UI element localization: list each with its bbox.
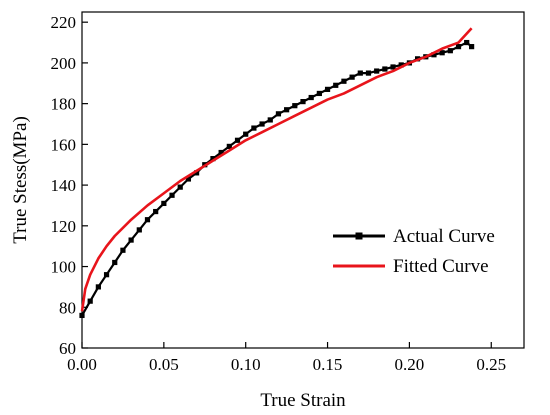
actual-curve-point	[447, 48, 453, 54]
fitted-curve-line	[80, 27, 473, 312]
actual-curve-point	[469, 44, 475, 50]
actual-curve-point	[177, 184, 183, 190]
actual-curve-point	[439, 50, 445, 56]
actual-curve-point	[87, 298, 93, 304]
actual-curve-point	[455, 44, 462, 50]
actual-curve-point	[185, 176, 192, 182]
actual-curve-point	[243, 131, 249, 137]
actual-curve-point	[349, 74, 355, 80]
actual-curve-point	[259, 121, 265, 127]
y-tick-label: 200	[51, 54, 77, 73]
actual-curve-point	[144, 217, 151, 223]
x-axis-title: True Strain	[260, 390, 346, 411]
actual-curve-point	[284, 107, 290, 113]
y-tick-label: 140	[51, 176, 77, 195]
actual-curve-point	[382, 66, 388, 72]
actual-curve-point	[333, 82, 339, 88]
actual-curve-point	[251, 125, 257, 131]
actual-curve-point	[112, 259, 118, 266]
actual-curve-point	[398, 62, 404, 68]
actual-curve-point	[324, 86, 331, 92]
actual-curve-point	[390, 64, 396, 70]
actual-curve-point	[210, 156, 216, 162]
actual-curve-point	[169, 192, 175, 198]
actual-curve-point	[234, 137, 241, 143]
actual-curve-point	[292, 103, 298, 109]
actual-curve-point	[365, 70, 372, 76]
series-layer	[79, 27, 475, 319]
y-tick-label: 100	[51, 258, 77, 277]
x-tick-label: 0.20	[395, 355, 425, 374]
actual-curve-point	[374, 68, 380, 74]
actual-curve-point	[120, 247, 126, 253]
x-tick-label: 0.25	[476, 355, 506, 374]
y-tick-label: 80	[59, 298, 76, 317]
actual-curve-point	[161, 200, 167, 207]
legend: Actual Curve Fitted Curve	[333, 226, 495, 277]
actual-curve-point	[79, 312, 85, 319]
y-tick-label: 160	[51, 135, 77, 154]
actual-curve-point	[464, 39, 470, 46]
x-tick-label: 0.10	[231, 355, 261, 374]
actual-curve-point	[357, 70, 363, 76]
actual-curve-point	[103, 272, 110, 278]
y-axis: 60 80 100 120 140 160 180 200 220	[51, 13, 88, 358]
actual-curve-point	[193, 170, 200, 176]
actual-curve-point	[300, 99, 306, 105]
y-tick-label: 120	[51, 217, 77, 236]
x-tick-label: 0.00	[67, 355, 97, 374]
legend-actual-marker	[355, 232, 363, 240]
actual-curve-point	[316, 90, 322, 97]
actual-curve-point	[341, 78, 347, 84]
legend-fitted-label: Fitted Curve	[393, 256, 489, 277]
x-tick-label: 0.05	[149, 355, 179, 374]
actual-curve-point	[308, 94, 314, 101]
actual-curve-point	[275, 111, 282, 117]
actual-curve-point	[431, 52, 437, 58]
y-tick-label: 220	[51, 13, 77, 32]
y-axis-title: True Stess(MPa)	[10, 116, 31, 244]
actual-curve-point	[95, 284, 101, 290]
legend-actual-label: Actual Curve	[393, 226, 495, 247]
y-tick-label: 180	[51, 95, 77, 114]
actual-curve-point	[267, 117, 273, 123]
actual-curve-point	[153, 208, 159, 215]
actual-curve-point	[218, 149, 224, 156]
actual-curve-point	[136, 227, 142, 233]
actual-curve-point	[226, 143, 232, 149]
actual-curve-point	[128, 237, 134, 243]
plot-frame	[81, 11, 525, 349]
y-tick-label: 60	[59, 339, 76, 358]
x-axis: 0.00 0.05 0.10 0.15 0.20 0.25	[67, 342, 506, 374]
x-tick-label: 0.15	[313, 355, 343, 374]
